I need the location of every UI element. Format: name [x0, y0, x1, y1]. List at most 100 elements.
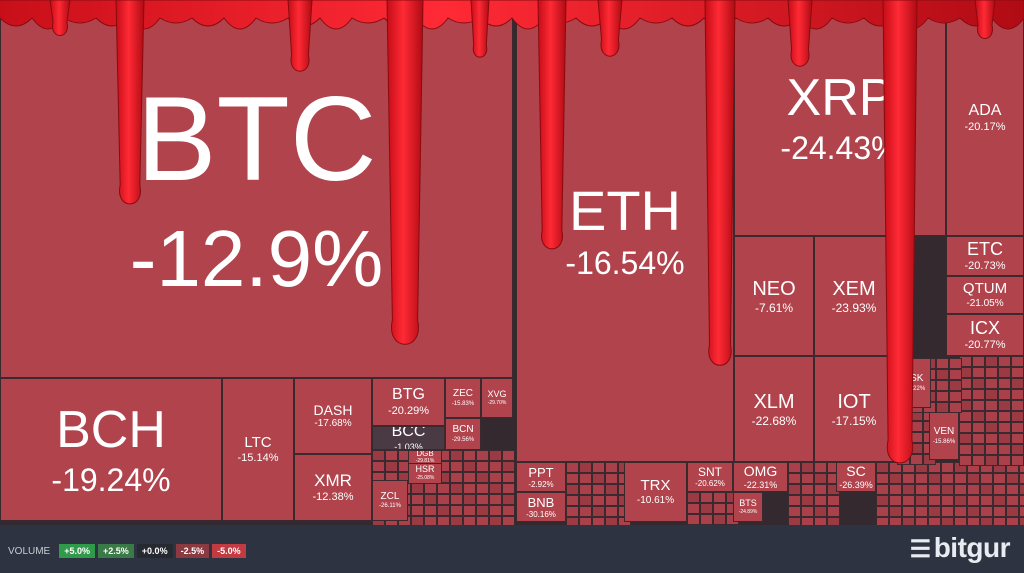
tile-change: -24.43% [780, 130, 900, 166]
small-tile [814, 473, 827, 484]
tile: XLM -22.68% [734, 356, 814, 462]
small-tile [827, 506, 840, 517]
tile-label: ADA [968, 102, 1002, 120]
small-tile [788, 495, 801, 506]
small-tile [949, 369, 962, 380]
small-tile [814, 462, 827, 473]
tile-change: -17.68% [314, 418, 352, 430]
small-tile [1011, 378, 1024, 389]
small-tile [801, 462, 814, 473]
small-tile [967, 484, 980, 495]
small-tile [928, 495, 941, 506]
small-tile [998, 455, 1011, 466]
small-tile [592, 473, 605, 484]
small-tile [476, 461, 489, 472]
small-tile [424, 505, 437, 516]
legend-item: -2.5% [175, 544, 210, 558]
small-tile [980, 506, 993, 517]
small-tile [502, 483, 515, 494]
small-tile [959, 455, 972, 466]
tile-change: -20.17% [964, 120, 1006, 133]
small-tile [928, 484, 941, 495]
small-tile [476, 450, 489, 461]
tile-label: OMG [743, 463, 778, 480]
tile-change: -20.22% [902, 385, 926, 392]
small-tile [592, 484, 605, 495]
small-tile [411, 505, 424, 516]
small-tile [605, 495, 618, 506]
small-tile [1006, 506, 1019, 517]
small-tile [980, 484, 993, 495]
small-tile [788, 462, 801, 473]
tile-label: BCN [452, 424, 474, 436]
small-tile [372, 461, 385, 472]
small-tile [385, 461, 398, 472]
tile-change: -29.81% [415, 458, 435, 464]
small-tile [959, 433, 972, 444]
small-tile [1006, 484, 1019, 495]
small-tile [450, 483, 463, 494]
small-tile [959, 422, 972, 433]
tile: BCN -29.56% [445, 418, 481, 450]
small-tile [993, 473, 1006, 484]
small-tile [897, 454, 910, 465]
tile-change: -1.03% [394, 441, 423, 450]
tile: QTUM -21.05% [946, 276, 1024, 314]
small-tile [915, 517, 928, 525]
tile-label: BNB [527, 494, 555, 510]
tile-change: -15.14% [237, 451, 279, 464]
small-tile [592, 462, 605, 473]
tile: VEN -15.86% [929, 412, 959, 460]
small-tile [936, 369, 949, 380]
small-tile [876, 517, 889, 525]
small-tile [959, 444, 972, 455]
tile-label: SNT [698, 465, 722, 479]
small-tile [450, 461, 463, 472]
small-tile [411, 494, 424, 505]
small-tile [967, 517, 980, 525]
small-tile [437, 516, 450, 525]
tile-change: -22.68% [751, 413, 797, 428]
small-tile [1019, 495, 1024, 506]
small-tile [1006, 495, 1019, 506]
small-tile [476, 505, 489, 516]
small-tile [985, 400, 998, 411]
tile: LTC -15.14% [222, 378, 294, 521]
tile-label: LTC [244, 434, 272, 452]
small-tile [941, 506, 954, 517]
small-tile [949, 358, 962, 369]
tile: BCC -1.03% [372, 426, 445, 450]
tile-label: BCC [391, 426, 426, 441]
small-tile [827, 517, 840, 525]
tile-change: -7.61% [754, 300, 794, 315]
small-tile [801, 473, 814, 484]
small-tile [985, 356, 998, 367]
small-tile [801, 484, 814, 495]
small-tile [700, 503, 713, 514]
tile-label: DASH [313, 401, 353, 418]
tile: XRP -24.43% [734, 0, 946, 236]
small-tile [972, 422, 985, 433]
small-tile [998, 411, 1011, 422]
small-tile [450, 450, 463, 461]
tile-change: -15.86% [932, 438, 956, 445]
small-tile [450, 472, 463, 483]
tile: ETC -20.73% [946, 236, 1024, 276]
small-tile [993, 484, 1006, 495]
small-tile [954, 473, 967, 484]
tile-change: -20.77% [964, 338, 1006, 351]
small-tile [476, 516, 489, 525]
small-tile [372, 450, 385, 461]
small-tile [910, 454, 923, 465]
tile-change: -25.08% [415, 474, 435, 481]
small-tile [998, 433, 1011, 444]
small-tile [579, 517, 592, 525]
tile: DGB -29.81% [408, 450, 442, 464]
small-tile [954, 484, 967, 495]
tile-label: ETC [967, 239, 1003, 260]
small-tile [801, 506, 814, 517]
tile: ICX -20.77% [946, 314, 1024, 356]
small-tile [889, 484, 902, 495]
small-tile [592, 495, 605, 506]
small-tile [998, 444, 1011, 455]
